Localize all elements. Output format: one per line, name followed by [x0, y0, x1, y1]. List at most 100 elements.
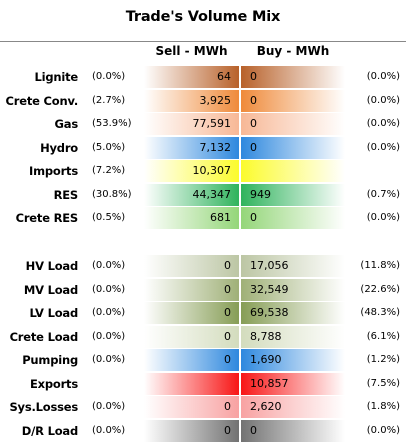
- sell-cell: 3,925: [144, 89, 239, 112]
- buy-cell: 0: [241, 66, 345, 88]
- table-row: D/R Load (0.0%) 0 0 (0.0%): [0, 419, 406, 442]
- table-row: Pumping (0.0%) 0 1,690 (1.2%): [0, 349, 406, 371]
- buy-percent: (0.0%): [366, 212, 400, 223]
- table-row: Crete Load (0.0%) 0 8,788 (6.1%): [0, 325, 406, 348]
- table-row: RES (30.8%) 44,347 949 (0.7%): [0, 183, 406, 206]
- sell-value: 0: [224, 423, 231, 437]
- table-row: Lignite (0.0%) 64 0 (0.0%): [0, 66, 406, 88]
- sell-percent: (0.0%): [92, 71, 126, 82]
- sell-percent: (0.0%): [92, 401, 126, 412]
- table-row: LV Load (0.0%) 0 69,538 (48.3%): [0, 302, 406, 324]
- sell-cell: 681: [144, 207, 239, 229]
- buy-value: 0: [250, 117, 257, 130]
- sell-percent: (0.0%): [92, 424, 126, 436]
- sell-cell: 0: [144, 325, 239, 348]
- sell-value: 0: [224, 282, 231, 296]
- sell-cell: 0: [144, 396, 239, 418]
- sell-value: 44,347: [192, 187, 232, 201]
- sell-percent: (0.0%): [92, 330, 126, 342]
- sell-cell: 0: [144, 349, 239, 371]
- buy-cell: 10,857: [241, 372, 345, 395]
- buy-cell: [241, 160, 345, 182]
- buy-cell: 0: [241, 207, 345, 229]
- sell-cell: 0: [144, 419, 239, 442]
- sell-percent: (0.0%): [92, 354, 126, 365]
- sell-value: 0: [224, 329, 231, 343]
- sell-cell: 7,132: [144, 136, 239, 159]
- buy-value: 8,788: [250, 329, 282, 343]
- sell-cell: 0: [144, 302, 239, 324]
- row-label: Hydro: [40, 140, 78, 155]
- buy-cell: 69,538: [241, 302, 345, 324]
- row-label: Crete RES: [15, 211, 79, 225]
- sell-cell: 0: [144, 255, 239, 277]
- sell-value: 10,307: [192, 164, 232, 177]
- buy-value: 69,538: [250, 306, 289, 319]
- buy-value: 32,549: [250, 282, 289, 296]
- buy-cell: 949: [241, 183, 345, 206]
- buy-value: 1,690: [250, 353, 282, 366]
- sell-percent: (53.9%): [92, 118, 132, 129]
- row-label: Exports: [29, 376, 78, 391]
- buy-percent: (48.3%): [360, 307, 400, 318]
- row-label: Sys.Losses: [9, 400, 78, 414]
- buy-cell: 0: [241, 113, 345, 135]
- buy-value: 949: [250, 187, 271, 201]
- sell-value: 681: [210, 211, 231, 224]
- buy-value: 0: [250, 70, 257, 83]
- table-row: Crete Conv. (2.7%) 3,925 0 (0.0%): [0, 89, 406, 112]
- buy-cell: 32,549: [241, 278, 345, 301]
- buy-value: 17,056: [250, 259, 289, 272]
- sell-value: 7,132: [199, 140, 232, 154]
- table-row: Exports 10,857 (7.5%): [0, 372, 406, 395]
- buy-cell: 0: [241, 89, 345, 112]
- sell-cell: 64: [144, 66, 239, 88]
- buy-column-header: Buy - MWh: [256, 44, 330, 58]
- row-label: LV Load: [29, 306, 79, 320]
- sell-cell: 10,307: [144, 160, 239, 182]
- buy-value: 0: [250, 93, 257, 107]
- buy-cell: 2,620: [241, 396, 345, 418]
- buy-percent: (0.0%): [366, 94, 400, 106]
- row-label: Lignite: [34, 70, 78, 84]
- sell-column-header: Sell - MWh: [155, 44, 228, 58]
- sell-percent: (0.0%): [92, 283, 126, 295]
- sell-value: 64: [217, 70, 231, 83]
- buy-percent: (0.0%): [366, 71, 400, 82]
- buy-percent: (22.6%): [360, 283, 400, 295]
- row-label: HV Load: [25, 259, 79, 273]
- row-label: Crete Conv.: [5, 93, 79, 108]
- buy-value: 10,857: [250, 376, 289, 390]
- buy-cell: 0: [241, 136, 345, 159]
- buy-percent: (7.5%): [366, 377, 400, 389]
- table-row: Crete RES (0.5%) 681 0 (0.0%): [0, 207, 406, 229]
- row-label: D/R Load: [21, 423, 78, 438]
- sell-cell: 44,347: [144, 183, 239, 206]
- sell-value: 3,925: [199, 93, 232, 107]
- table-row: Sys.Losses (0.0%) 0 2,620 (1.8%): [0, 396, 406, 418]
- row-label: MV Load: [23, 282, 78, 297]
- sell-cell: 0: [144, 278, 239, 301]
- sell-percent: (7.2%): [92, 165, 126, 176]
- row-label: Crete Load: [9, 329, 79, 344]
- sell-percent: (5.0%): [92, 141, 126, 153]
- sell-percent: (30.8%): [92, 188, 132, 200]
- chart-title: Trade's Volume Mix: [125, 9, 281, 25]
- buy-cell: 1,690: [241, 349, 345, 371]
- row-label: Pumping: [22, 353, 78, 367]
- table-row: Hydro (5.0%) 7,132 0 (0.0%): [0, 136, 406, 159]
- buy-cell: 0: [241, 419, 345, 442]
- table-row: MV Load (0.0%) 0 32,549 (22.6%): [0, 278, 406, 301]
- buy-value: 0: [250, 140, 257, 154]
- buy-value: 0: [250, 423, 257, 437]
- sell-percent: (0.5%): [92, 212, 126, 223]
- buy-percent: (0.0%): [366, 424, 400, 436]
- sell-cell: 77,591: [144, 113, 239, 135]
- buy-percent: (6.1%): [366, 330, 400, 342]
- table-row: Gas (53.9%) 77,591 0 (0.0%): [0, 113, 406, 135]
- buy-cell: 17,056: [241, 255, 345, 277]
- sell-value: 77,591: [192, 117, 232, 130]
- buy-value: 0: [250, 211, 257, 224]
- row-label: Imports: [28, 164, 78, 178]
- sell-percent: (0.0%): [92, 260, 126, 271]
